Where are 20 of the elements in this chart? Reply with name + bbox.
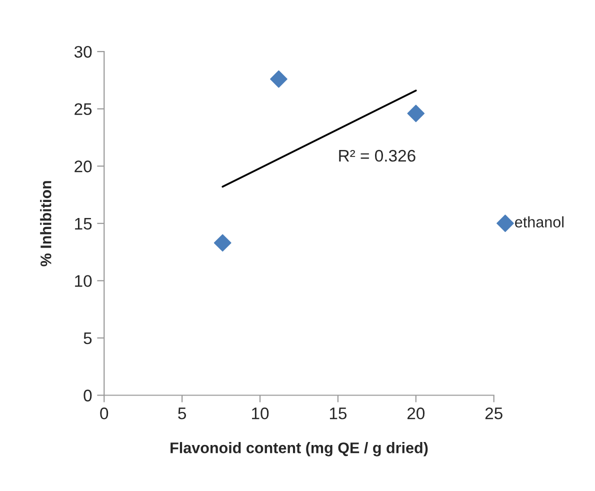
y-tick-label: 10 bbox=[75, 275, 92, 287]
y-tick-label: 20 bbox=[74, 160, 92, 172]
y-tick-label: 5 bbox=[84, 332, 92, 344]
y-axis-title: % Inhibition bbox=[40, 181, 52, 266]
x-tick-label: 25 bbox=[485, 408, 502, 420]
x-tick-label: 0 bbox=[100, 408, 108, 420]
point bbox=[407, 104, 425, 122]
y-tick-label: 30 bbox=[74, 46, 92, 58]
y-tick-label: 0 bbox=[84, 390, 92, 402]
y-tick-label: 25 bbox=[74, 103, 92, 116]
x-tick-label: 15 bbox=[330, 408, 347, 420]
x-axis-title: Flavonoid content (mg QE / g dried) bbox=[170, 442, 428, 456]
x-tick-label: 20 bbox=[407, 408, 425, 420]
x-tick-label: 10 bbox=[252, 408, 269, 420]
y-tick-label: 15 bbox=[75, 218, 92, 230]
point bbox=[270, 70, 288, 88]
legend-label: ethanol bbox=[515, 216, 564, 228]
point bbox=[214, 234, 232, 252]
x-tick-label: 5 bbox=[178, 408, 186, 420]
annotation: R² = 0.326 bbox=[339, 150, 416, 162]
